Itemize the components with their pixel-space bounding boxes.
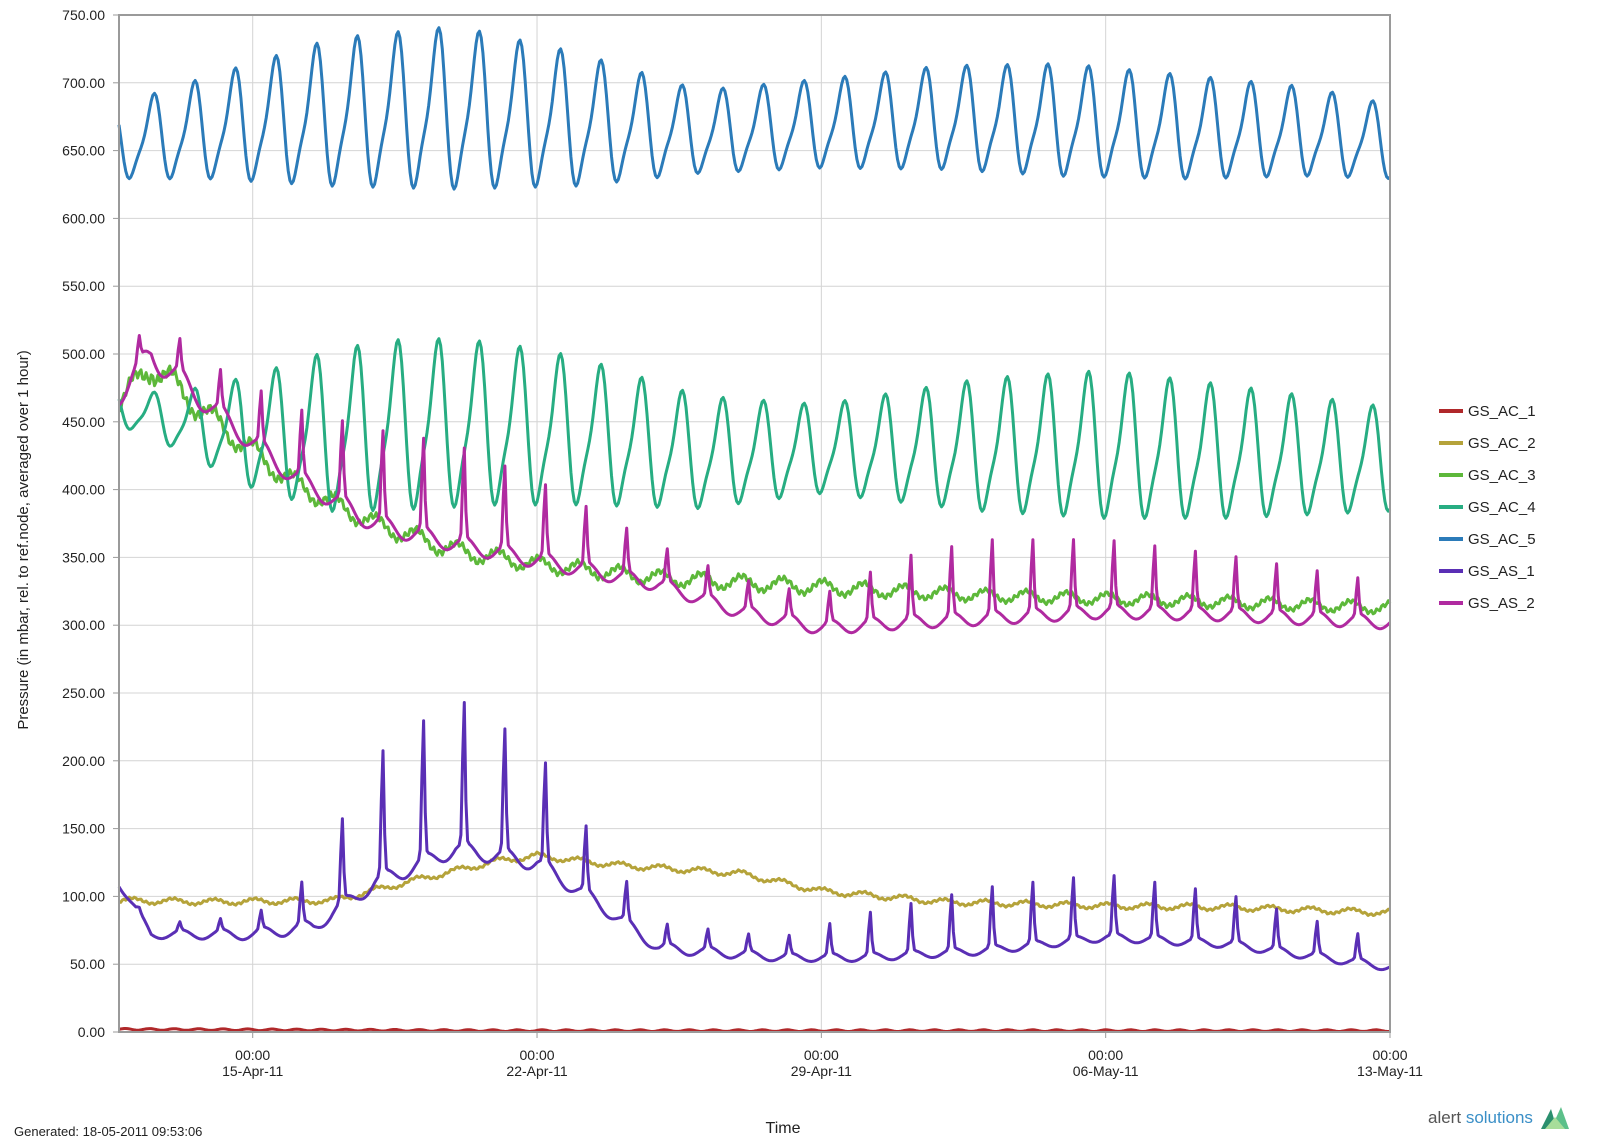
- legend: GS_AC_1 GS_AC_2 GS_AC_3 GS_AC_4 GS_AC_5 GS_AS…: [1439, 403, 1536, 612]
- series-line-gs-ac-5: [117, 26, 1391, 191]
- y-tick-label: 300.00: [62, 617, 105, 633]
- y-tick-label: 100.00: [62, 888, 105, 904]
- y-tick-label: 50.00: [70, 956, 105, 972]
- brand-logo-word2: solutions: [1465, 1108, 1533, 1127]
- legend-label-gs-ac-2: GS_AC_2: [1468, 435, 1536, 452]
- legend-label-gs-as-1: GS_AS_1: [1468, 563, 1535, 580]
- y-tick-label: 400.00: [62, 482, 105, 498]
- brand-logo: alert solutions: [1428, 1105, 1571, 1131]
- legend-label-gs-as-2: GS_AS_2: [1468, 595, 1535, 612]
- x-axis: 00:0015-Apr-1100:0022-Apr-1100:0029-Apr-…: [222, 1032, 1423, 1079]
- series-line-gs-ac-2: [118, 850, 1391, 917]
- y-axis: 0.00 50.00 100.00 150.00 200.00 250.00 300.00 3…: [62, 7, 119, 1040]
- y-tick-label: 0.00: [78, 1024, 105, 1040]
- y-tick-label: 550.00: [62, 278, 105, 294]
- x-tick-time: 00:00: [235, 1047, 270, 1063]
- y-tick-label: 500.00: [62, 346, 105, 362]
- x-axis-label: Time: [766, 1120, 801, 1137]
- x-tick-time: 00:00: [1372, 1047, 1407, 1063]
- brand-logo-icon: [1540, 1107, 1569, 1129]
- series-line-gs-ac-4: [117, 337, 1392, 520]
- brand-logo-text: alert solutions: [1428, 1108, 1533, 1128]
- y-tick-label: 200.00: [62, 753, 105, 769]
- series-line-gs-ac-3: [118, 364, 1392, 616]
- plot-frame: [118, 14, 1391, 1033]
- brand-logo-word1: alert: [1428, 1108, 1462, 1127]
- series-line-gs-as-1: [117, 701, 1391, 972]
- x-tick-date: 15-Apr-11: [222, 1063, 283, 1079]
- series-line-gs-as-2: [117, 334, 1392, 635]
- x-tick-date: 22-Apr-11: [506, 1063, 567, 1079]
- y-tick-label: 600.00: [62, 210, 105, 226]
- y-tick-label: 700.00: [62, 75, 105, 91]
- y-tick-label: 450.00: [62, 414, 105, 430]
- y-tick-label: 150.00: [62, 821, 105, 837]
- x-tick-date: 29-Apr-11: [791, 1063, 852, 1079]
- x-tick-date: 06-May-11: [1073, 1063, 1139, 1079]
- legend-label-gs-ac-5: GS_AC_5: [1468, 531, 1536, 548]
- grid: [119, 14, 1391, 1033]
- y-tick-label: 750.00: [62, 7, 105, 23]
- x-tick-time: 00:00: [804, 1047, 839, 1063]
- y-tick-label: 350.00: [62, 549, 105, 565]
- generated-timestamp: Generated: 18-05-2011 09:53:06: [14, 1124, 203, 1139]
- series-group: [117, 26, 1392, 1033]
- legend-label-gs-ac-3: GS_AC_3: [1468, 467, 1536, 484]
- x-tick-time: 00:00: [1088, 1047, 1123, 1063]
- y-axis-label: Pressure (in mbar, rel. to ref.node, ave…: [15, 350, 32, 729]
- legend-label-gs-ac-1: GS_AC_1: [1468, 403, 1536, 420]
- legend-label-gs-ac-4: GS_AC_4: [1468, 499, 1536, 516]
- x-tick-date: 13-May-11: [1357, 1063, 1423, 1079]
- y-tick-label: 650.00: [62, 143, 105, 159]
- y-tick-label: 250.00: [62, 685, 105, 701]
- x-tick-time: 00:00: [520, 1047, 555, 1063]
